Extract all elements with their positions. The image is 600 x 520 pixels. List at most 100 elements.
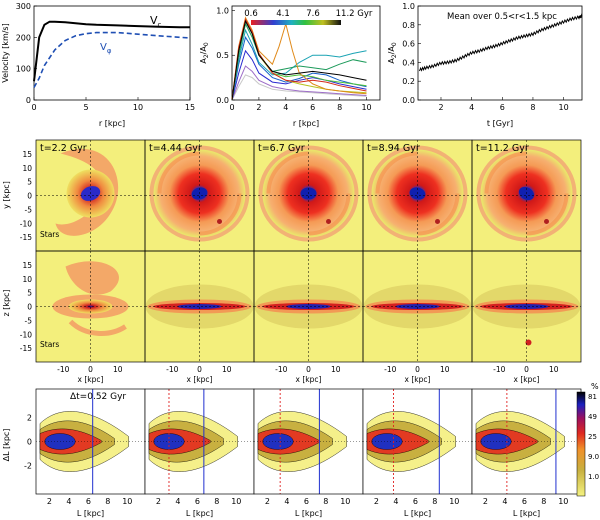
migration-xtick: 8	[214, 497, 219, 506]
migration-xtick: 6	[413, 497, 418, 506]
profile-xtick: 2	[256, 103, 261, 112]
edgeon-map-1	[52, 261, 129, 336]
velocity-xtick: 0	[31, 103, 36, 112]
map-frames: t=2.2 Gyr t=4.44 Gyr t=6.7 Gyr t=8.94 Gyr t=…	[20, 139, 582, 384]
map-ytick: 15	[22, 261, 32, 270]
profile-xtick: 4	[283, 103, 288, 112]
colorbar-label-1: 0.6	[244, 9, 258, 19]
velocity-xtick: 15	[185, 103, 195, 112]
vphi-label: Vφ	[100, 42, 112, 55]
profile-ytick: 1.0	[216, 6, 229, 15]
snapshot-time-5: t=11.2 Gyr	[476, 143, 529, 154]
map-ytick: 0	[27, 303, 32, 312]
migration-xtick: 6	[86, 497, 91, 506]
profile-xtick: 8	[337, 103, 342, 112]
evolution-annotation: Mean over 0.5<r<1.5 kpc	[447, 12, 557, 22]
profile-series-9	[231, 17, 367, 101]
migration-xlabel: L [kpc]	[186, 509, 213, 518]
map-xtick: 0	[306, 365, 311, 374]
profile-series-2	[231, 49, 367, 101]
evolution-xtick: 2	[438, 103, 443, 112]
migration-xtick: 8	[323, 497, 328, 506]
migration-ylabel: ΔL [kpc]	[2, 429, 11, 462]
series-vphi-line	[33, 31, 191, 88]
migration-xtick: 2	[483, 497, 488, 506]
migration-xtick: 4	[66, 497, 71, 506]
migration-xtick: 4	[393, 497, 398, 506]
migration-xtick: 10	[231, 497, 241, 506]
profile-series-1	[231, 65, 367, 101]
map-xtick: 10	[113, 365, 123, 374]
map-xtick: -10	[57, 365, 69, 374]
migration-panel-3: 2 4 6 8 10 L [kpc]	[253, 388, 364, 518]
migration-xtick: 6	[304, 497, 309, 506]
colorbar-tick: 9.0	[588, 453, 599, 461]
edgeon-map-2	[145, 284, 254, 329]
map-ytick: -15	[20, 233, 32, 242]
edgeon-ylabel: z [kpc]	[2, 289, 11, 316]
map-ytick: 15	[22, 150, 32, 159]
migration-xtick: 6	[195, 497, 200, 506]
map-ytick: 5	[27, 178, 32, 187]
profile-xtick: 0	[229, 103, 234, 112]
profile-xtick: 6	[310, 103, 315, 112]
velocity-ytick: 300	[16, 2, 31, 11]
evolution-xlabel: t [Gyr]	[487, 119, 513, 128]
profile-series-0	[231, 74, 367, 101]
series-mean-a2-line	[419, 13, 583, 72]
velocity-ticks: 0 5 10 15 0 100 200 300	[16, 2, 195, 112]
stars-label-edgeon: Stars	[40, 340, 59, 349]
colorbar-tick: 1.0	[588, 473, 599, 481]
map-xtick: 0	[197, 365, 202, 374]
migration-xtick: 4	[175, 497, 180, 506]
migration-panel-1: 2 4 6 8 10 L [kpc]	[35, 388, 146, 518]
evolution-ytick: 1.0	[402, 2, 415, 11]
map-xtick: -10	[166, 365, 178, 374]
colorbar-label-2: 4.1	[276, 9, 290, 19]
colorbar-label-3: 7.6	[306, 9, 320, 19]
map-ytick: -10	[20, 219, 32, 228]
map-ytick: 10	[22, 275, 32, 284]
velocity-xlabel: r [kpc]	[99, 119, 125, 128]
evolution-ytick: 0.0	[402, 96, 415, 105]
evolution-ticks: 2 4 6 8 10 0.0 0.2 0.4 0.6 0.8 1.0	[402, 2, 568, 112]
map-xtick: -10	[275, 365, 287, 374]
migration-xtick: 2	[47, 497, 52, 506]
map-xtick: -10	[384, 365, 396, 374]
map-ytick: 0	[27, 192, 32, 201]
evolution-xtick: 4	[469, 103, 474, 112]
migration-xtick: 2	[265, 497, 270, 506]
profile-xtick: 10	[361, 103, 371, 112]
migration-ytick: 0	[27, 438, 32, 447]
migration-xtick: 2	[156, 497, 161, 506]
snapshot-time-1: t=2.2 Gyr	[40, 143, 87, 154]
map-xlabel: x [kpc]	[405, 375, 431, 384]
bar-evolution-panel: 2 4 6 8 10 0.0 0.2 0.4 0.6 0.8 1.0 Mean over 0.5<r…	[387, 2, 583, 128]
evolution-ytick: 0.4	[402, 58, 415, 67]
map-ytick: -5	[25, 316, 33, 325]
velocity-xtick: 5	[83, 103, 88, 112]
evolution-xtick: 8	[530, 103, 535, 112]
faceon-ylabel: y [kpc]	[2, 181, 11, 209]
migration-xtick: 8	[541, 497, 546, 506]
map-xlabel: x [kpc]	[296, 375, 322, 384]
migration-xtick: 8	[105, 497, 110, 506]
map-xtick: 10	[549, 365, 559, 374]
map-xtick: 10	[222, 365, 232, 374]
velocity-xtick: 10	[133, 103, 143, 112]
profile-ticks: 0 2 4 6 8 10 0.0 0.5 1.0	[216, 6, 371, 112]
migration-xtick: 10	[449, 497, 459, 506]
colorbar-title: %	[591, 382, 599, 391]
migration-xtick: 8	[432, 497, 437, 506]
migration-xlabel: L [kpc]	[513, 509, 540, 518]
evolution-xtick: 6	[500, 103, 505, 112]
migration-xtick: 10	[558, 497, 568, 506]
snapshot-time-4: t=8.94 Gyr	[367, 143, 420, 154]
migration-colorbar: % 81 49 25 9.0 1.0	[576, 382, 599, 497]
map-xlabel: x [kpc]	[78, 375, 104, 384]
migration-panel-2: 2 4 6 8 10 L [kpc]	[144, 388, 255, 518]
map-ytick: 5	[27, 289, 32, 298]
velocity-ytick: 100	[16, 65, 31, 74]
profile-series-4	[231, 28, 367, 101]
